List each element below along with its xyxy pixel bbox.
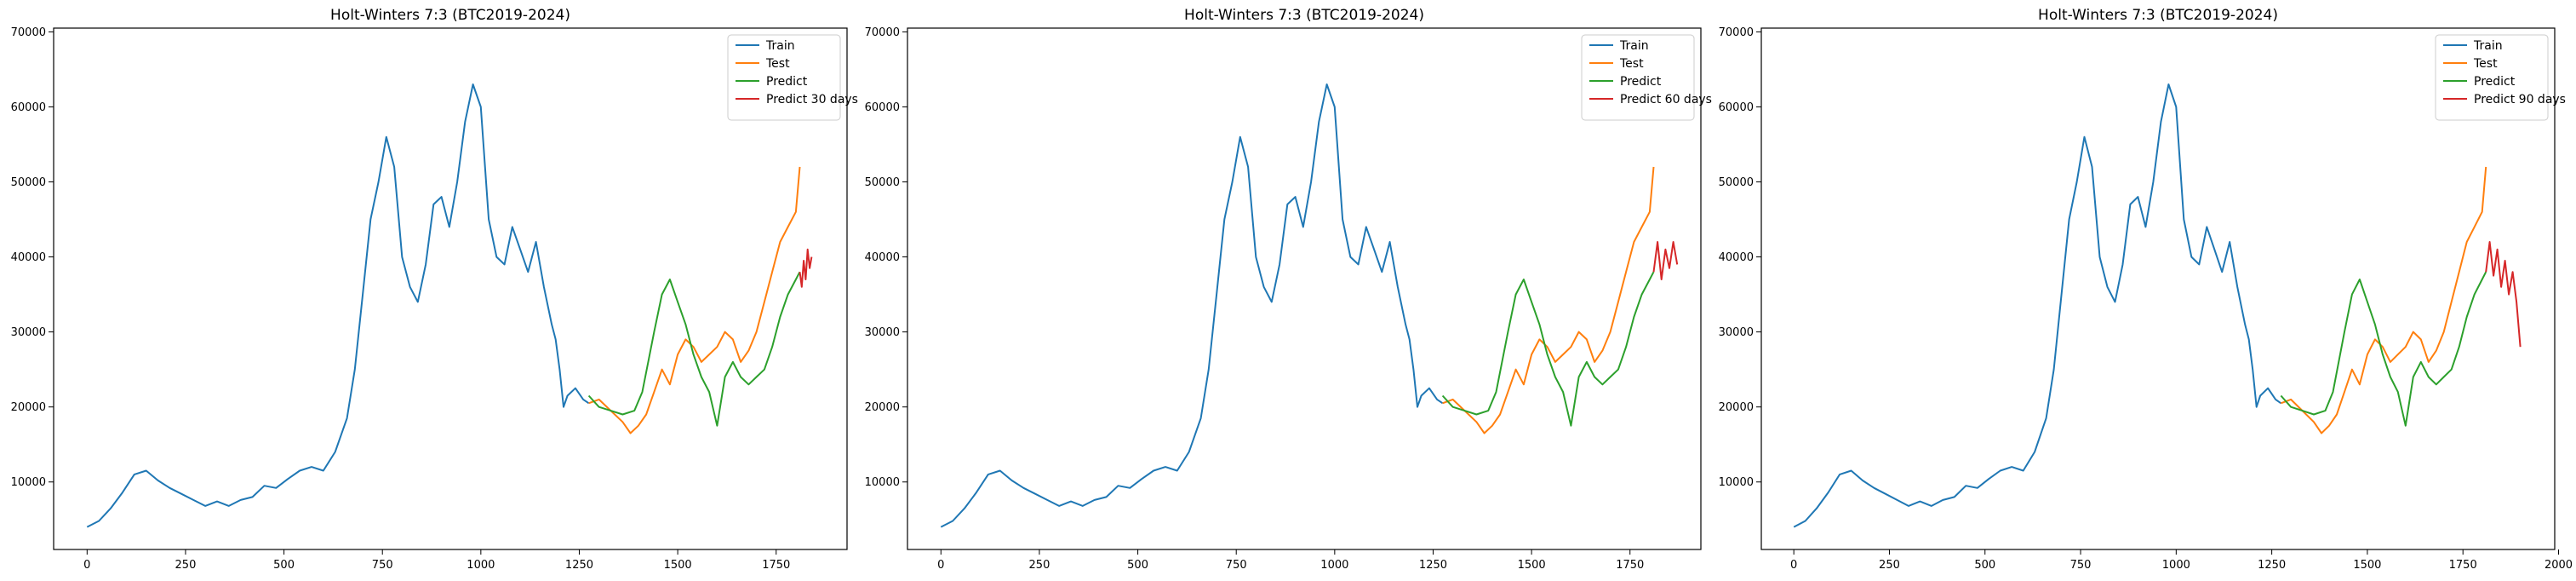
y-tick-label: 20000 [865,401,900,414]
y-tick-label: 60000 [11,101,46,114]
y-tick-label: 10000 [11,476,46,489]
y-tick-label: 40000 [11,251,46,264]
chart-title: Holt-Winters 7:3 (BTC2019-2024) [1184,7,1424,24]
chart-legend: Train Test Predict Predict 60 days [1581,34,1712,121]
legend-label: Predict 30 days [766,93,858,106]
plot-frame [907,27,1702,550]
x-tick-label: 500 [1974,559,1995,572]
legend-label: Predict [1620,75,1662,89]
y-tick-label: 20000 [11,401,46,414]
chart-title: Holt-Winters 7:3 (BTC2019-2024) [2038,7,2278,24]
legend-label: Test [1619,57,1644,71]
plot-frame [53,27,848,550]
x-tick-label: 1500 [664,559,692,572]
x-tick-label: 500 [1127,559,1148,572]
y-tick-label: 50000 [11,176,46,189]
chart-panel-3: Holt-Winters 7:3 (BTC2019-2024) 0 250 500 75… [1719,7,2573,572]
y-tick-label: 60000 [865,101,900,114]
legend-label: Train [2473,39,2503,53]
y-tick-label: 70000 [1719,26,1754,39]
x-tick-label: 750 [372,559,393,572]
chart-panel-2: Holt-Winters 7:3 (BTC2019-2024) 0 250 500 75… [865,7,1712,572]
series-line-test [588,166,801,434]
x-tick-label: 0 [83,559,90,572]
x-tick-label: 1500 [1518,559,1546,572]
y-tick-label: 30000 [865,326,900,339]
x-tick-label: 1750 [1616,559,1644,572]
x-tick-label: 1750 [762,559,790,572]
x-tick-label: 1250 [565,559,593,572]
x-tick-label: 1250 [2258,559,2286,572]
y-tick-label: 10000 [865,476,900,489]
y-tick-label: 50000 [865,176,900,189]
y-tick-label: 30000 [1719,326,1754,339]
x-tick-label: 750 [1226,559,1247,572]
x-tick-label: 1000 [467,559,495,572]
legend-label: Predict 60 days [1620,93,1712,106]
y-tick-label: 60000 [1719,101,1754,114]
series-line-predict [2280,271,2487,427]
legend-label: Test [2473,57,2498,71]
y-tick-label: 10000 [1719,476,1754,489]
y-tick-label: 20000 [1719,401,1754,414]
legend-label: Predict [2474,75,2516,89]
y-tick-label: 70000 [865,26,900,39]
legend-label: Test [765,57,790,71]
x-tick-label: 750 [2070,559,2092,572]
series-line-train [940,83,1444,528]
chart-panel-1: Holt-Winters 7:3 (BTC2019-2024) 0 250 500 75… [11,7,858,572]
legend-label: Predict [766,75,808,89]
chart-legend: Train Test Predict Predict 30 days [727,34,858,121]
y-tick-label: 40000 [1719,251,1754,264]
series-line-forecast [1652,241,1679,280]
x-tick-label: 1000 [1320,559,1348,572]
chart-legend: Train Test Predict Predict 90 days [2435,34,2566,121]
y-tick-label: 40000 [865,251,900,264]
y-tick-label: 30000 [11,326,46,339]
x-tick-label: 1250 [1419,559,1447,572]
chart-title: Holt-Winters 7:3 (BTC2019-2024) [330,7,570,24]
x-tick-label: 500 [273,559,295,572]
x-tick-label: 2000 [2545,559,2573,572]
series-line-test [2281,166,2487,434]
x-tick-label: 1750 [2449,559,2477,572]
legend-label: Train [765,39,795,53]
plot-frame [1760,27,2556,550]
legend-label: Train [1619,39,1649,53]
x-tick-label: 250 [1879,559,1900,572]
y-tick-label: 50000 [1719,176,1754,189]
series-line-predict [587,271,801,427]
series-line-train [86,83,590,528]
x-tick-label: 0 [937,559,944,572]
x-tick-label: 1500 [2353,559,2381,572]
x-tick-label: 250 [1029,559,1050,572]
x-tick-label: 0 [1790,559,1797,572]
series-line-test [1442,166,1655,434]
series-line-forecast [799,248,813,288]
series-line-train [1793,83,2281,528]
y-tick-label: 70000 [11,26,46,39]
series-line-predict [1441,271,1655,427]
x-tick-label: 250 [175,559,197,572]
x-tick-label: 1000 [2162,559,2190,572]
legend-label: Predict 90 days [2474,93,2566,106]
series-line-forecast [2485,241,2522,348]
